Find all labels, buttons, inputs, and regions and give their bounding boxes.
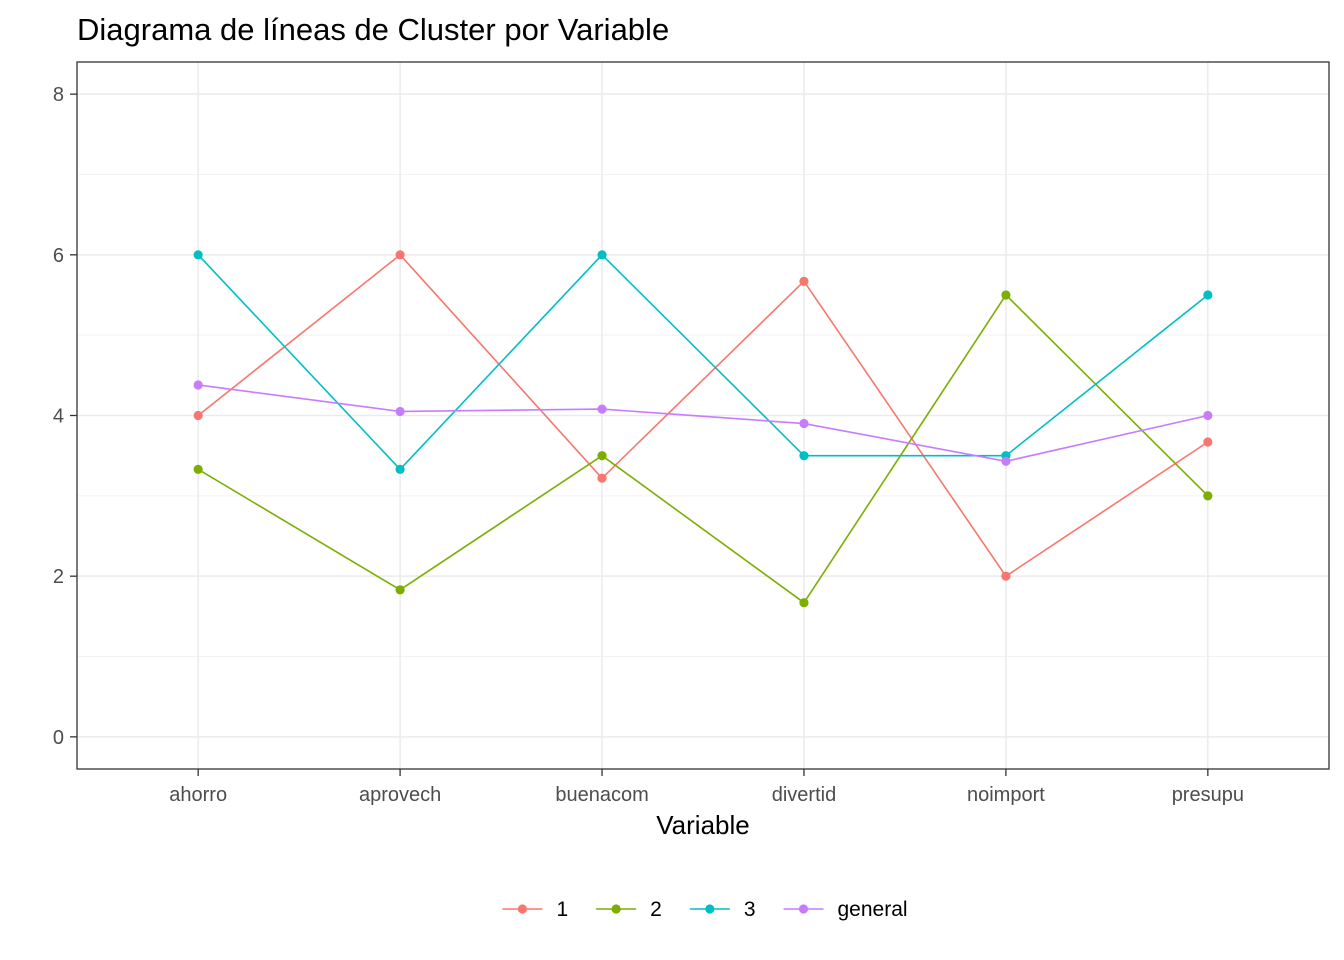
data-point-general [193,380,203,390]
series-line-general [198,384,1209,463]
data-point-3 [193,250,203,260]
y-tick-label: 6 [53,245,64,267]
legend-label: 3 [744,898,756,921]
legend-label: 2 [650,898,662,921]
series-3 [193,250,1213,474]
data-point-2 [395,585,405,595]
y-tick-label: 0 [53,727,64,749]
data-point-3 [1203,290,1213,300]
data-point-general [395,406,405,417]
series-line-2 [197,294,1209,604]
series-1 [193,250,1213,581]
data-point-2 [193,464,203,474]
minor-gridlines [77,173,1329,658]
data-point-1 [193,410,203,421]
data-point-general [597,404,607,414]
legend-item-3: 3 [689,898,756,921]
data-point-general [1203,410,1213,421]
legend-item-general: general [783,898,908,921]
legend-key-point [611,904,621,914]
data-point-3 [597,250,607,260]
x-tick-label: presupu [1172,784,1244,806]
data-point-3 [395,464,405,474]
major-gridlines [77,62,1329,769]
x-axis-title: Variable [656,810,749,840]
data-point-1 [395,250,405,260]
data-point-2 [597,451,607,461]
legend-label: general [838,898,908,921]
series-line-1 [197,254,1209,577]
x-axis: ahorro aprovech buenacom divertid noimport pr… [169,769,1244,806]
data-point-general [799,418,809,429]
series-line-3 [197,254,1209,471]
legend-item-1: 1 [502,898,568,921]
legend-key-point [798,904,809,914]
data-point-1 [1203,437,1213,447]
data-point-2 [1203,491,1213,501]
legend-item-2: 2 [596,898,662,921]
y-tick-label: 4 [53,406,64,428]
x-tick-label: buenacom [555,784,648,806]
x-tick-label: aprovech [359,784,441,806]
x-tick-label: ahorro [169,784,227,806]
legend: 1 2 3 general [502,898,908,921]
y-axis: 0 2 4 6 8 [53,84,77,749]
y-tick-label: 2 [53,566,64,588]
data-point-1 [799,276,809,286]
series-layer [193,250,1213,608]
data-point-3 [799,451,809,461]
x-tick-label: divertid [772,784,836,806]
data-point-1 [1001,571,1011,581]
legend-key-point [705,904,715,914]
data-point-1 [597,473,607,483]
chart-title: Diagrama de líneas de Cluster por Variab… [77,12,669,47]
legend-label: 1 [556,898,568,921]
legend-key-point [517,904,528,914]
data-point-2 [1001,290,1011,300]
data-point-general [1001,456,1011,466]
x-tick-label: noimport [967,784,1045,806]
series-general [193,380,1213,466]
data-point-2 [799,598,809,608]
series-2 [193,290,1213,608]
y-tick-label: 8 [53,84,64,106]
